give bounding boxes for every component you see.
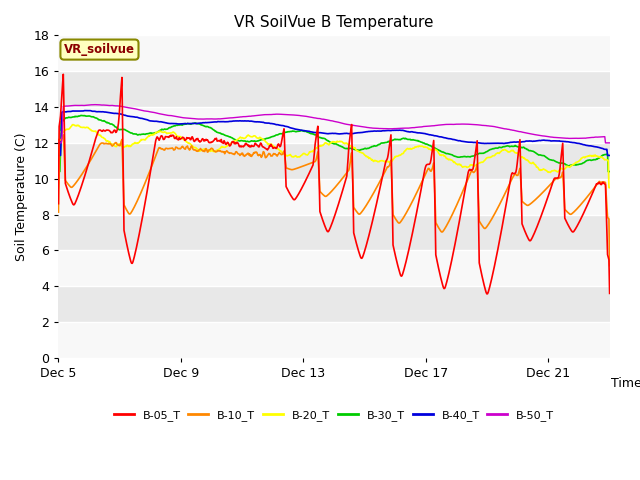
X-axis label: Time: Time [611,377,640,390]
Bar [58,179,610,215]
Title: VR SoilVue B Temperature: VR SoilVue B Temperature [234,15,434,30]
Text: VR_soilvue: VR_soilvue [64,43,135,56]
Legend: B-05_T, B-10_T, B-20_T, B-30_T, B-40_T, B-50_T: B-05_T, B-10_T, B-20_T, B-30_T, B-40_T, … [109,406,559,425]
Bar [58,71,610,107]
Y-axis label: Soil Temperature (C): Soil Temperature (C) [15,132,28,261]
Bar [58,143,610,179]
Bar [58,36,610,71]
Bar [58,286,610,322]
Bar [58,251,610,286]
Bar [58,322,610,358]
Bar [58,215,610,251]
Bar [58,107,610,143]
